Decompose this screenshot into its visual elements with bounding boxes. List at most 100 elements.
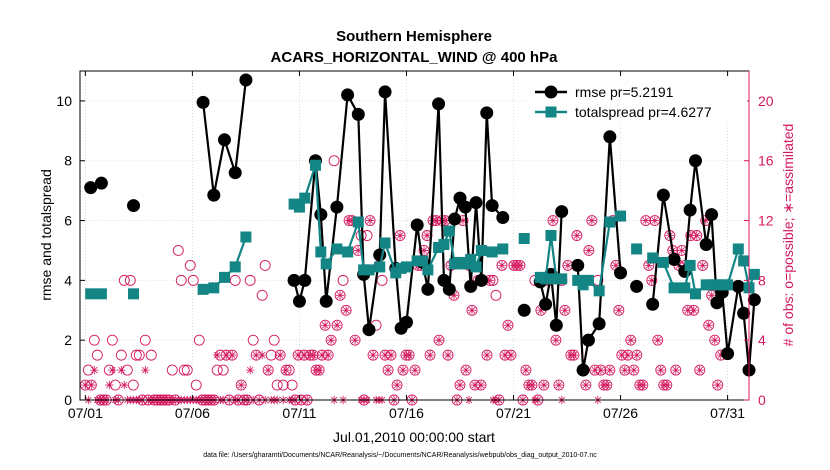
obs-possible-marker — [586, 215, 598, 226]
spread-point — [400, 261, 412, 273]
spread-point — [582, 274, 594, 286]
obs-possible-marker — [394, 230, 406, 241]
obs-possible-marker — [613, 304, 625, 316]
spread-point — [197, 283, 209, 295]
obs-possible-marker — [454, 379, 466, 391]
obs-possible-marker — [184, 259, 196, 271]
rmse-point — [432, 97, 446, 111]
y-tick-label: 8 — [64, 153, 72, 169]
obs-possible-marker — [166, 364, 178, 376]
obs-possible-marker — [262, 364, 274, 376]
obs-assimilated-marker — [551, 335, 561, 345]
obs-possible-marker — [697, 259, 709, 271]
rmse-point — [737, 306, 751, 320]
x-axis-ticks: 07/01 07/06 07/11 07/16 07/21 07/26 07/31 — [68, 71, 745, 421]
obs-assimilated-marker — [410, 365, 420, 375]
spread-point — [85, 288, 97, 300]
obs-possible-marker — [349, 334, 361, 346]
right-tick-label: 0 — [758, 392, 766, 408]
rmse-point — [480, 106, 494, 120]
obs-assimilated-marker — [689, 306, 698, 315]
right-tick-label: 16 — [758, 153, 774, 169]
obs-possible-marker — [130, 349, 142, 361]
obs-possible-marker — [277, 379, 289, 391]
rmse-point — [292, 294, 306, 308]
obs-assimilated-marker — [506, 350, 516, 360]
obs-possible-marker — [361, 230, 373, 241]
obs-possible-marker — [325, 334, 337, 346]
obs-assimilated-marker — [449, 291, 459, 300]
obs-assimilated-marker — [500, 350, 510, 360]
obs-assimilated-marker — [365, 216, 375, 225]
spread-point — [465, 253, 477, 265]
obs-possible-marker — [367, 349, 379, 361]
obs-possible-marker — [550, 334, 562, 346]
obs-assimilated-marker — [656, 365, 665, 375]
obs-assimilated-marker — [425, 350, 435, 360]
spread-point — [668, 282, 680, 294]
obs-assimilated-marker — [482, 350, 492, 360]
spread-point — [470, 261, 482, 273]
obs-possible-marker — [133, 349, 145, 361]
spread-point — [422, 264, 434, 276]
spread-point — [689, 288, 701, 300]
rmse-point — [127, 199, 141, 213]
rmse-point — [517, 303, 531, 317]
obs-possible-marker — [286, 379, 298, 391]
obs-assimilated-marker — [105, 380, 114, 390]
obs-assimilated-marker — [539, 380, 549, 390]
x-tick-label: 07/06 — [175, 405, 210, 421]
obs-assimilated-marker — [90, 365, 99, 375]
obs-possible-marker — [88, 334, 100, 346]
obs-possible-marker — [364, 215, 376, 226]
obs-possible-marker — [652, 334, 664, 346]
rmse-point — [410, 218, 424, 232]
y-tick-label: 0 — [64, 392, 72, 408]
obs-assimilated-marker — [695, 365, 704, 375]
spread-point — [486, 246, 498, 258]
obs-possible-marker — [328, 155, 340, 167]
chart-title: Southern Hemisphere — [336, 28, 492, 45]
obs-possible-marker — [490, 289, 502, 301]
obs-possible-marker — [229, 274, 241, 286]
obs-assimilated-marker — [120, 380, 129, 390]
spread-point — [309, 159, 321, 171]
obs-assimilated-marker — [326, 335, 336, 345]
obs-possible-marker — [583, 245, 595, 256]
rmse-point — [94, 176, 108, 190]
obs-possible-marker — [244, 274, 256, 286]
spread-point — [219, 271, 231, 283]
rmse-point — [571, 258, 585, 272]
obs-possible-marker — [331, 319, 343, 331]
obs-count-markers — [79, 155, 727, 406]
obs-assimilated-marker — [515, 261, 525, 270]
x-tick-label: 07/31 — [710, 405, 745, 421]
x-axis-label: Jul.01,2010 00:00:00 start — [333, 429, 495, 445]
obs-assimilated-marker — [602, 380, 612, 390]
rmse-point — [699, 237, 713, 251]
obs-assimilated-marker — [299, 350, 309, 360]
rmse-point — [218, 133, 232, 147]
obs-assimilated-marker — [590, 365, 600, 375]
rmse-point — [667, 252, 681, 266]
spread-point — [738, 255, 750, 267]
obs-possible-marker — [139, 334, 151, 346]
obs-possible-marker — [424, 349, 436, 361]
obs-possible-marker — [217, 364, 229, 376]
spread-point — [315, 246, 327, 258]
rmse-point — [378, 85, 392, 99]
obs-assimilated-marker — [605, 365, 615, 375]
obs-possible-marker — [181, 364, 193, 376]
obs-assimilated-marker — [108, 365, 117, 375]
obs-possible-marker — [268, 334, 280, 346]
obs-assimilated-marker — [638, 380, 648, 390]
obs-possible-marker — [703, 319, 715, 331]
rmse-point — [351, 107, 365, 121]
spread-point — [631, 243, 643, 255]
obs-possible-marker — [571, 230, 583, 241]
obs-possible-marker — [460, 364, 472, 376]
obs-assimilated-marker — [87, 380, 96, 390]
data-file-footnote: data file: /Users/gharamti/Documents/NCA… — [203, 452, 597, 459]
spread-point — [497, 243, 509, 255]
obs-possible-marker — [625, 334, 637, 346]
